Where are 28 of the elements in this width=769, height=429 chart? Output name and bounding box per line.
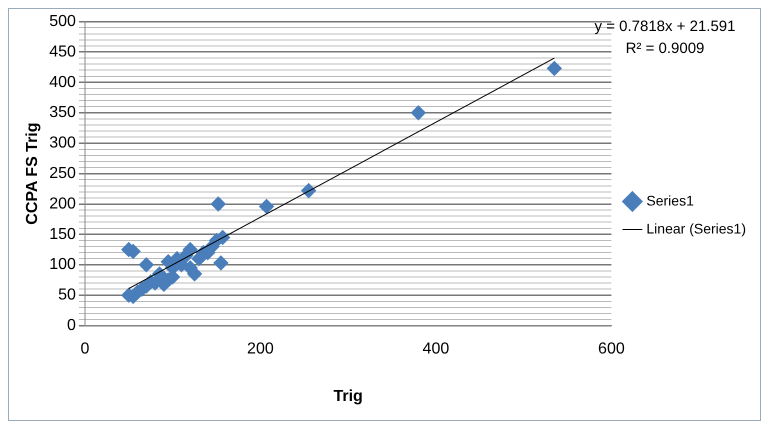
y-axis-title: CCPA FS Trig (24, 122, 42, 225)
point (410, 105, 426, 120)
y-tick-label: 0 (66, 317, 76, 334)
y-tick-label: 400 (49, 74, 76, 91)
y-tick-label: 300 (49, 134, 76, 152)
y-tick-label: 200 (49, 195, 76, 212)
y-tick-label: 100 (49, 256, 76, 274)
y-tick-label: 500 (49, 13, 76, 30)
y-tick-label: 50 (58, 286, 76, 304)
annotation: y = 0.7818x + 21.591 (594, 18, 736, 35)
legend-label: Linear (Series1) (646, 220, 746, 236)
legend-label: Series1 (646, 192, 694, 208)
x-tick-label: 0 (80, 340, 90, 358)
x-tick-label: 400 (422, 340, 450, 358)
x-tick-label: 200 (247, 340, 274, 358)
y-tick-label: 350 (49, 104, 76, 122)
point (182, 260, 198, 276)
x-axis-title: Trig (333, 388, 363, 405)
point (138, 257, 154, 272)
point (210, 196, 226, 212)
x-tick-label: 600 (598, 340, 625, 358)
y-tick-label: 450 (49, 43, 76, 60)
point (259, 198, 274, 214)
y-tick-label: 150 (49, 226, 76, 243)
point (213, 255, 228, 270)
y-tick-label: 250 (49, 165, 76, 182)
point (546, 60, 562, 76)
text: R² = 0.9009 (626, 40, 704, 57)
